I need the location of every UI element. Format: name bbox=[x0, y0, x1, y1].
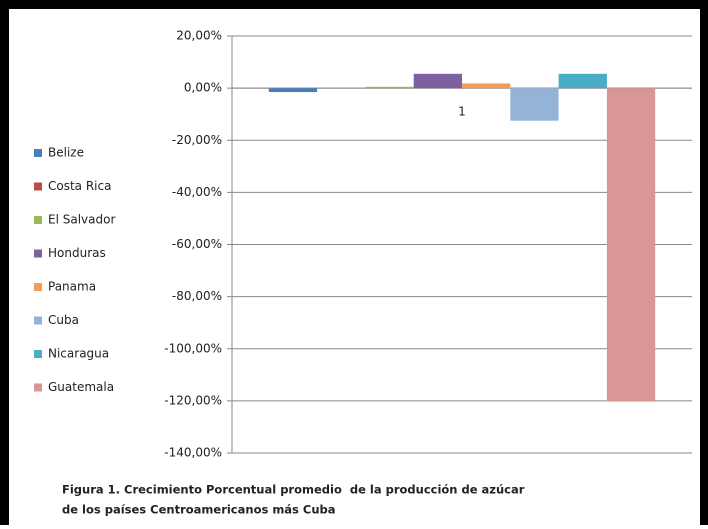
legend-label: Panama bbox=[48, 280, 96, 294]
y-tick-label: -20,00% bbox=[172, 133, 222, 147]
y-tick-label: -100,00% bbox=[164, 341, 222, 355]
legend-swatch bbox=[34, 283, 42, 291]
legend-swatch bbox=[34, 383, 42, 392]
legend-label: Nicaragua bbox=[48, 347, 109, 361]
legend-swatch bbox=[34, 249, 42, 258]
bar bbox=[268, 88, 318, 93]
legend-label: Cuba bbox=[48, 313, 79, 327]
legend-label: Honduras bbox=[48, 246, 106, 260]
y-tick-label: -120,00% bbox=[164, 393, 222, 407]
legend-swatch bbox=[34, 182, 42, 191]
y-tick-label: -60,00% bbox=[172, 237, 222, 251]
bar bbox=[413, 73, 462, 89]
y-tick-label: -40,00% bbox=[172, 185, 222, 199]
x-tick-label: 1 bbox=[458, 105, 466, 119]
legend-swatch bbox=[34, 149, 42, 157]
bar bbox=[365, 86, 414, 89]
legend-label: Guatemala bbox=[48, 380, 114, 394]
legend-swatch bbox=[34, 216, 42, 224]
legend-label: El Salvador bbox=[48, 213, 115, 227]
bar bbox=[558, 73, 607, 89]
bar bbox=[606, 88, 656, 401]
y-tick-label: 20,00% bbox=[176, 29, 222, 43]
bar bbox=[462, 83, 511, 89]
legend-label: Costa Rica bbox=[48, 179, 111, 193]
caption-line: Figura 1. Crecimiento Porcentual promedi… bbox=[62, 483, 525, 497]
frame-right bbox=[700, 0, 708, 525]
caption-line: de los países Centroamericanos más Cuba bbox=[62, 503, 336, 517]
legend-swatch bbox=[34, 350, 42, 358]
frame-left bbox=[0, 0, 9, 525]
legend-swatch bbox=[34, 316, 42, 325]
y-tick-label: -140,00% bbox=[164, 446, 222, 460]
legend-label: Belize bbox=[48, 146, 84, 160]
bar bbox=[510, 88, 559, 121]
y-tick-label: -80,00% bbox=[172, 289, 222, 303]
frame-top bbox=[0, 0, 708, 9]
y-tick-label: 0,00% bbox=[184, 81, 222, 95]
